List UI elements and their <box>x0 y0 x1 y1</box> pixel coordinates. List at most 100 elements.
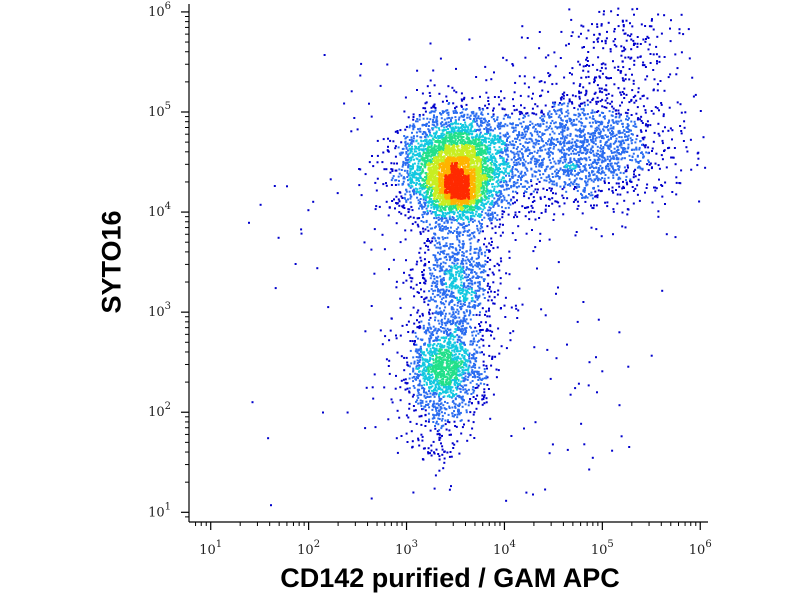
scatter-point <box>555 144 557 147</box>
scatter-point <box>622 172 625 175</box>
scatter-point <box>504 179 507 182</box>
scatter-point <box>604 40 607 42</box>
scatter-point <box>408 147 411 150</box>
scatter-point <box>614 169 617 172</box>
scatter-point <box>486 196 489 199</box>
scatter-point <box>613 43 616 46</box>
scatter-point <box>589 101 592 104</box>
scatter-point <box>609 155 612 158</box>
scatter-point <box>440 229 443 232</box>
scatter-point <box>621 140 624 143</box>
scatter-point <box>529 193 532 196</box>
scatter-point <box>519 122 522 125</box>
scatter-point <box>609 170 612 173</box>
scatter-point <box>441 278 444 281</box>
scatter-point <box>618 140 621 143</box>
scatter-point <box>658 134 661 137</box>
scatter-point <box>423 242 426 245</box>
scatter-point <box>379 84 382 87</box>
scatter-point <box>438 469 441 472</box>
scatter-point <box>618 331 621 334</box>
scatter-point <box>608 119 611 122</box>
scatter-point <box>585 159 588 162</box>
scatter-point <box>485 364 488 367</box>
scatter-point <box>475 210 478 213</box>
scatter-point <box>401 165 404 168</box>
scatter-point <box>496 293 499 296</box>
scatter-point <box>575 152 578 155</box>
scatter-point <box>520 183 522 186</box>
scatter-point <box>671 156 674 159</box>
scatter-point <box>459 328 462 331</box>
scatter-point <box>497 182 500 185</box>
scatter-point <box>654 162 657 165</box>
scatter-point <box>632 176 635 179</box>
scatter-point <box>418 361 421 363</box>
scatter-point <box>514 239 517 241</box>
scatter-point <box>579 147 582 150</box>
scatter-point <box>567 161 570 164</box>
scatter-point <box>473 370 476 373</box>
scatter-point <box>465 363 468 366</box>
scatter-point <box>538 131 541 133</box>
scatter-point <box>449 269 451 272</box>
scatter-point <box>437 453 440 455</box>
scatter-point <box>450 290 453 293</box>
scatter-point <box>474 115 477 118</box>
scatter-point <box>434 109 437 112</box>
scatter-point <box>618 136 621 138</box>
scatter-point <box>674 236 677 239</box>
scatter-point <box>438 237 441 240</box>
scatter-point <box>611 105 614 108</box>
scatter-point <box>502 117 505 120</box>
scatter-point <box>589 138 592 141</box>
scatter-point <box>650 19 653 22</box>
scatter-point <box>578 90 580 93</box>
scatter-point <box>427 125 430 127</box>
scatter-point <box>643 144 646 147</box>
scatter-point <box>476 372 479 375</box>
scatter-point <box>489 132 492 135</box>
scatter-point <box>402 182 405 185</box>
scatter-point <box>431 272 434 275</box>
scatter-point <box>632 79 635 82</box>
scatter-point <box>459 345 462 348</box>
scatter-point <box>634 175 637 178</box>
scatter-point <box>453 402 456 405</box>
scatter-point <box>523 427 525 430</box>
scatter-point <box>448 247 451 250</box>
scatter-point <box>431 312 434 315</box>
scatter-point <box>448 421 451 424</box>
scatter-point <box>478 366 481 369</box>
scatter-point <box>391 177 394 180</box>
scatter-point <box>452 313 455 315</box>
scatter-point <box>446 293 449 296</box>
scatter-point <box>563 76 566 79</box>
scatter-point <box>571 124 574 127</box>
scatter-point <box>517 175 520 178</box>
scatter-point <box>663 149 666 152</box>
scatter-point <box>514 137 516 140</box>
scatter-point <box>483 121 486 124</box>
scatter-point <box>411 189 414 192</box>
scatter-point <box>520 152 523 155</box>
scatter-point <box>460 385 463 388</box>
scatter-point <box>420 288 422 291</box>
scatter-point <box>422 364 425 367</box>
scatter-point <box>449 390 452 393</box>
scatter-point <box>644 144 647 147</box>
scatter-point <box>594 134 596 137</box>
scatter-point <box>440 407 443 410</box>
scatter-point <box>634 168 637 171</box>
scatter-point <box>524 130 526 133</box>
scatter-point <box>407 198 409 201</box>
scatter-point <box>425 143 428 146</box>
scatter-point <box>428 311 430 314</box>
scatter-point <box>525 125 527 128</box>
scatter-point <box>426 210 429 212</box>
scatter-point <box>487 299 490 302</box>
scatter-point <box>404 128 407 131</box>
scatter-point <box>580 24 583 27</box>
scatter-point <box>617 182 620 185</box>
scatter-point <box>421 363 424 366</box>
